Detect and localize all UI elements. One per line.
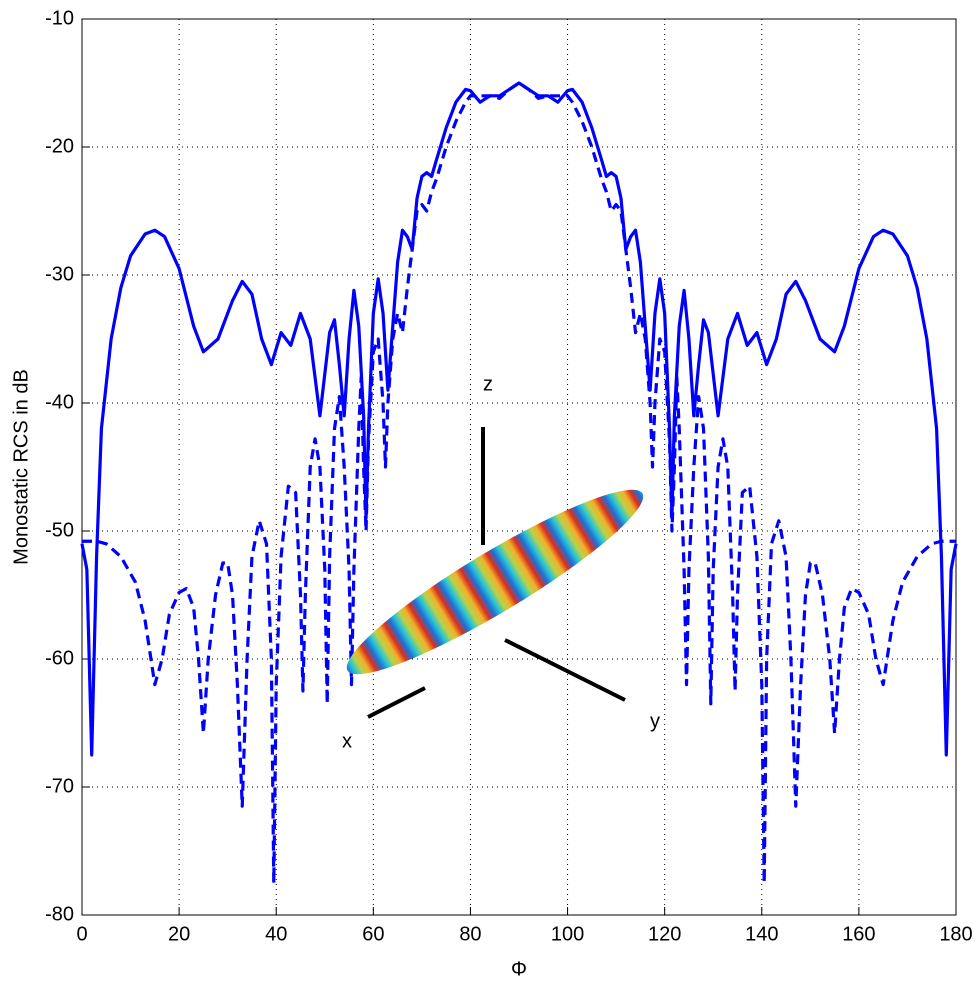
x-tick-label: 120 [648, 923, 681, 945]
y-tick-label: -30 [45, 263, 74, 285]
x-tick-label: 140 [745, 923, 778, 945]
y-tick-label: -80 [45, 903, 74, 925]
y-axis [504, 638, 626, 702]
lines [80, 81, 958, 885]
inset: z x y [342, 373, 660, 752]
y-tick-label: -20 [45, 135, 74, 157]
plot-frame [81, 18, 957, 916]
axis-label: y [650, 710, 660, 732]
y-tick-label: -40 [45, 391, 74, 413]
x-tick-label: 180 [939, 923, 972, 945]
grid [81, 18, 957, 916]
series-line [80, 81, 958, 757]
ogive [346, 489, 644, 675]
x-tick-label: 20 [168, 923, 190, 945]
axis-label: z [483, 373, 493, 395]
y-axis-title: Monostatic RCS in dB [10, 369, 32, 565]
x-tick-label: 40 [265, 923, 287, 945]
series-line [82, 81, 956, 885]
x-tick-label: 80 [459, 923, 481, 945]
x-tick-label: 0 [76, 923, 87, 945]
y-tick-label: -60 [45, 647, 74, 669]
y-tick-label: -50 [45, 519, 74, 541]
y-tick-label: -70 [45, 775, 74, 797]
x-axis-title: Φ [511, 958, 527, 980]
y-tick-label: -10 [45, 7, 74, 29]
x-axis [367, 686, 426, 719]
x-tick-label: 160 [842, 923, 875, 945]
axis-label: x [342, 730, 352, 752]
x-tick-label: 60 [362, 923, 384, 945]
x-tick-label: 100 [551, 923, 584, 945]
